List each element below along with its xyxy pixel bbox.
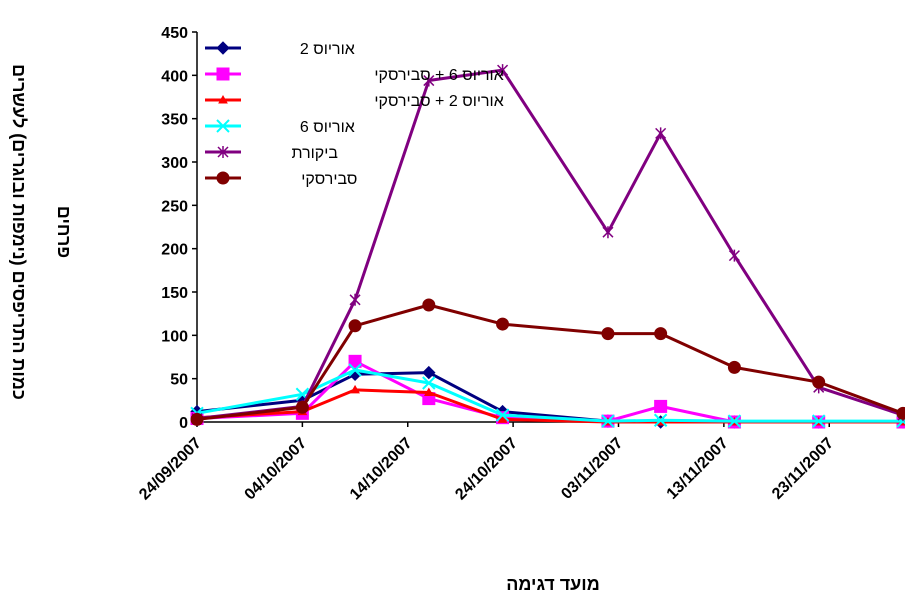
data-point bbox=[811, 414, 826, 428]
data-point bbox=[496, 317, 510, 331]
data-point bbox=[348, 319, 362, 333]
y-axis-title-line-2: פרחים bbox=[54, 206, 74, 258]
data-point bbox=[497, 414, 508, 423]
legend-label: ביקורת bbox=[292, 145, 339, 162]
x-tick-label: 23/11/2007 bbox=[769, 435, 837, 503]
y-axis-title: כמות התריפסים (נימפות ובוגרים) לעשרים bbox=[9, 64, 29, 400]
legend-swatch-marker-stroke bbox=[217, 146, 229, 158]
data-point bbox=[495, 408, 510, 422]
x-tick-label: 24/09/2007 bbox=[136, 435, 205, 504]
x-tick-label: 14/10/2007 bbox=[347, 435, 416, 504]
data-point bbox=[728, 249, 740, 262]
legend-swatch-marker-stroke bbox=[216, 119, 230, 133]
legend-label: אוריוס 6 + סבירסקי bbox=[374, 67, 503, 84]
x-tick-label: 04/10/2007 bbox=[242, 435, 311, 504]
data-point bbox=[422, 365, 436, 380]
legend-item: אוריוס 2 + סבירסקי bbox=[205, 93, 504, 110]
data-point bbox=[422, 376, 436, 390]
y-axis-title-2: פרחים bbox=[54, 206, 74, 258]
legend: אוריוס 2 אוריוס 6 + סבירסקי אוריוס 2 + סבי… bbox=[205, 41, 504, 188]
legend-swatch-marker bbox=[216, 171, 230, 185]
data-point-stroke bbox=[653, 413, 668, 427]
y-tick-label: 350 bbox=[161, 112, 188, 129]
data-point bbox=[654, 399, 668, 413]
data-point-stroke bbox=[601, 414, 615, 428]
y-tick-label: 250 bbox=[161, 198, 188, 215]
data-point bbox=[348, 363, 362, 377]
series-line bbox=[196, 303, 904, 421]
data-point bbox=[653, 413, 668, 427]
data-point bbox=[350, 384, 360, 394]
y-tick-label: 450 bbox=[161, 25, 188, 42]
series-line bbox=[196, 68, 904, 420]
legend-item: ביקורת bbox=[205, 145, 338, 162]
series-layer bbox=[190, 64, 905, 429]
data-point-stroke bbox=[727, 414, 742, 428]
data-point-stroke bbox=[422, 376, 436, 390]
data-point bbox=[896, 406, 905, 420]
data-point bbox=[601, 414, 615, 428]
data-point-stroke bbox=[811, 414, 826, 428]
y-axis: 0 50 100 150 200 250 300 350 400 450 bbox=[161, 25, 198, 432]
data-point-stroke bbox=[348, 363, 362, 377]
data-point-stroke bbox=[349, 293, 361, 306]
x-axis: 24/09/2007 04/10/2007 14/10/2007 24/10/2007… bbox=[136, 421, 903, 504]
data-point bbox=[422, 298, 436, 312]
legend-item: אוריוס 6 + סבירסקי bbox=[205, 67, 504, 84]
legend-item: אוריוס 2 bbox=[205, 41, 355, 58]
series-6 bbox=[190, 298, 905, 426]
data-point bbox=[812, 375, 826, 389]
data-point-stroke bbox=[655, 127, 667, 140]
legend-item: סבירסקי bbox=[205, 171, 357, 188]
data-point bbox=[727, 414, 742, 428]
legend-swatch-marker bbox=[216, 41, 230, 55]
data-point bbox=[497, 64, 509, 77]
y-axis-title-line-1: כמות התריפסים (נימפות ובוגרים) לעשרים bbox=[9, 64, 29, 400]
legend-label: אוריוס 2 + סבירסקי bbox=[374, 93, 503, 110]
x-axis-title: מועד דגימה bbox=[506, 574, 600, 594]
legend-swatch-marker bbox=[217, 146, 229, 158]
data-point bbox=[423, 387, 434, 397]
legend-swatch-marker bbox=[218, 94, 228, 104]
legend-item: אוריוס 6 bbox=[205, 119, 355, 136]
y-tick-label: 300 bbox=[161, 155, 188, 172]
data-point bbox=[655, 127, 667, 140]
legend-label: סבירסקי bbox=[301, 171, 357, 188]
y-tick-label: 400 bbox=[161, 68, 188, 85]
data-point bbox=[190, 412, 204, 426]
data-point-stroke bbox=[602, 226, 614, 239]
legend-label: אוריוס 6 bbox=[300, 119, 355, 136]
data-point-stroke bbox=[495, 408, 510, 422]
x-tick-label: 24/10/2007 bbox=[452, 435, 521, 504]
legend-swatch-marker bbox=[216, 119, 230, 133]
x-tick-label: 13/11/2007 bbox=[664, 435, 732, 503]
legend-swatch-marker bbox=[216, 67, 230, 81]
y-tick-label: 50 bbox=[170, 372, 188, 389]
series-line bbox=[196, 368, 903, 423]
data-point bbox=[423, 74, 435, 87]
data-point-stroke bbox=[497, 64, 509, 77]
data-point bbox=[727, 360, 741, 374]
data-point-stroke bbox=[423, 74, 435, 87]
x-tick-label: 03/11/2007 bbox=[558, 435, 626, 503]
data-point bbox=[348, 354, 362, 368]
legend-label: אוריוס 2 bbox=[300, 41, 355, 58]
data-point bbox=[601, 327, 615, 341]
data-point bbox=[295, 400, 309, 414]
y-tick-label: 200 bbox=[161, 242, 188, 259]
data-point bbox=[602, 226, 614, 239]
y-tick-label: 0 bbox=[179, 415, 188, 432]
data-point bbox=[654, 327, 668, 341]
data-point-stroke bbox=[728, 249, 740, 262]
y-tick-label: 150 bbox=[161, 285, 188, 302]
data-point bbox=[349, 293, 361, 306]
y-tick-label: 100 bbox=[161, 328, 188, 345]
